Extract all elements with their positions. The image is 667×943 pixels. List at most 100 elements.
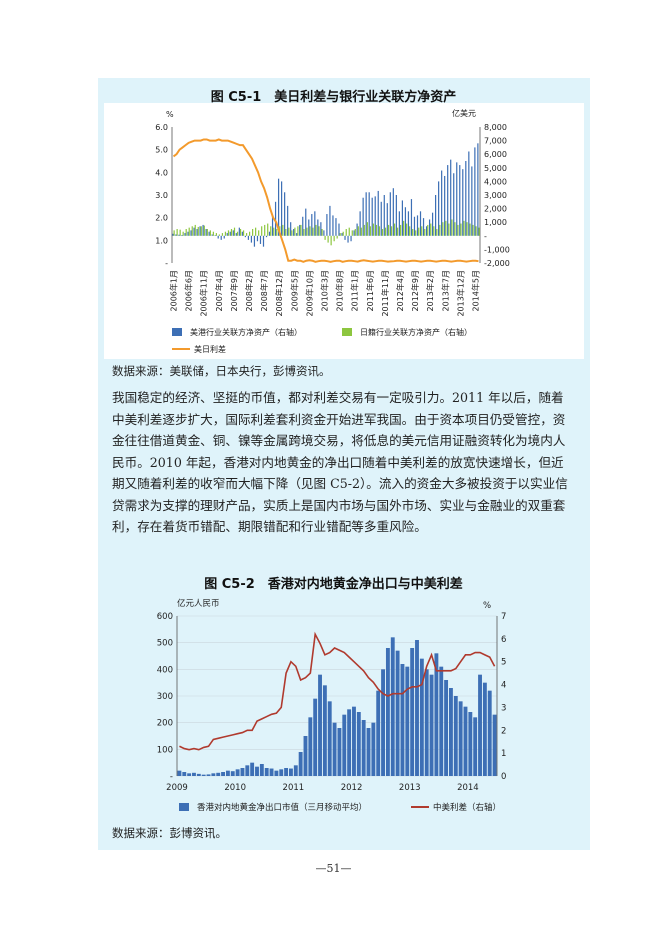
- y-right-tick-label: -: [484, 232, 487, 241]
- bar-right: [457, 224, 459, 236]
- bar-left: [453, 696, 458, 776]
- y-left-tick-label: 5.0: [155, 146, 168, 155]
- bar-right: [456, 162, 458, 236]
- bar-left: [289, 768, 293, 776]
- bar-right: [390, 226, 393, 236]
- bar-right: [451, 219, 453, 236]
- bar-left: [405, 666, 410, 776]
- legend-swatch: [179, 803, 189, 811]
- bar-right: [252, 229, 254, 236]
- x-tick-label: 2013年2月: [425, 270, 435, 311]
- bar-left: [434, 653, 439, 776]
- bar-right: [335, 218, 337, 236]
- bar-right: [317, 219, 319, 236]
- bar-right: [475, 226, 477, 236]
- bar-right: [185, 229, 187, 236]
- y-left-unit-label: %: [166, 110, 174, 119]
- chart2: - 100 200 300 400 500 600 0 1 2 3 4 5 6 7 亿元人民币% 2009 201…: [147, 596, 525, 821]
- x-tick-label: 2012年4月: [395, 270, 405, 311]
- bar-right: [348, 227, 350, 236]
- y-right-tick-label: 5: [501, 658, 506, 668]
- bar-right: [395, 195, 397, 236]
- y-left-tick-label: 4.0: [155, 168, 168, 177]
- y-right-unit-label: %: [483, 601, 491, 611]
- bar-right: [226, 233, 228, 236]
- bar-right: [329, 205, 331, 236]
- x-tick-label: 2013年12月: [455, 270, 465, 317]
- chart1-source-note: 数据来源：美联储，日本央行，彭博资讯。: [112, 364, 331, 378]
- x-tick-label: 2010年3月: [319, 270, 329, 311]
- bar-right: [409, 226, 411, 236]
- bar-left: [419, 658, 424, 776]
- y-right-tick-label: 0: [501, 772, 506, 782]
- bar-left: [177, 770, 182, 776]
- bar-right: [202, 224, 204, 236]
- bar-right: [277, 178, 280, 236]
- bar-right: [196, 229, 198, 236]
- bar-right: [419, 211, 422, 236]
- bar-left: [390, 637, 395, 776]
- bar-left: [449, 688, 453, 776]
- y-left-tick-label: 200: [157, 719, 173, 729]
- bar-right: [462, 169, 464, 236]
- bar-right: [285, 229, 287, 236]
- x-tick-label: 2013年7月: [440, 270, 450, 311]
- bar-right: [438, 181, 440, 236]
- y-left-tick-label: 6.0: [155, 123, 168, 132]
- bar-right: [354, 229, 356, 236]
- bar-right: [212, 231, 214, 236]
- bar-left: [196, 773, 201, 776]
- bar-right: [454, 222, 456, 236]
- bar-left: [337, 728, 342, 776]
- bar-right: [297, 226, 299, 236]
- chart1: -1.0 2.0 3.0 4.0 5.0 6.0 -2,000 -1,000-1,000 2,0…: [104, 103, 584, 359]
- bar-right: [371, 197, 373, 236]
- bar-right: [384, 227, 387, 236]
- bar-right: [244, 235, 246, 238]
- bar-right: [436, 229, 438, 236]
- bar-right: [220, 235, 222, 240]
- bar-right: [282, 224, 284, 236]
- page-number: —51—: [315, 862, 352, 875]
- body-paragraph: 我国稳定的经济、坚挺的币值，都对利差交易有一定吸引力。2011 年以后，随着中美…: [112, 390, 568, 534]
- bar-left: [221, 772, 225, 776]
- bar-right: [209, 230, 211, 236]
- bar-right: [351, 230, 353, 236]
- y-left-tick-label: 300: [157, 692, 173, 702]
- bar-right: [206, 229, 208, 236]
- bar-right: [303, 229, 305, 236]
- bar-left: [410, 648, 415, 776]
- bar-right: [422, 218, 425, 236]
- bar-right: [291, 230, 293, 236]
- bar-right: [184, 233, 186, 236]
- bar-left: [478, 674, 482, 776]
- bar-right: [363, 224, 365, 236]
- y-left-tick-label: 3.0: [155, 191, 168, 200]
- x-tick-label: 2014: [457, 783, 479, 793]
- bar-right: [321, 229, 323, 236]
- bar-right: [276, 229, 278, 236]
- bar-left: [415, 640, 419, 776]
- bar-right: [444, 175, 446, 236]
- bar-left: [308, 717, 313, 776]
- bar-right: [294, 227, 296, 236]
- bar-right: [435, 195, 437, 236]
- x-tick-label: 2012: [341, 783, 363, 793]
- bar-right: [176, 229, 178, 236]
- bar-right: [181, 234, 183, 236]
- bar-right: [178, 234, 180, 236]
- y-right-tick-label: 5,000: [484, 164, 507, 173]
- bar-left: [356, 712, 361, 776]
- bar-left: [352, 706, 356, 776]
- chart2-source-note: 数据来源：彭博资讯。: [112, 826, 227, 840]
- bar-right: [315, 224, 317, 236]
- bar-right: [381, 229, 384, 236]
- y-left-tick-label: -: [165, 259, 168, 268]
- bar-right: [344, 235, 346, 240]
- y-right-tick-label: 6: [501, 635, 506, 645]
- x-tick-label: 2008年7月: [259, 270, 269, 311]
- bar-right: [401, 200, 403, 236]
- bar-right: [300, 224, 302, 236]
- y-left-unit-label: 亿元人民币: [177, 598, 220, 609]
- bar-left: [192, 772, 196, 776]
